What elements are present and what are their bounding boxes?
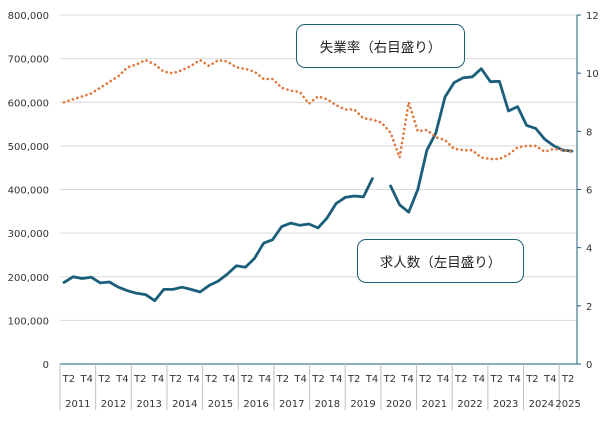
x-quarter-label: T2 <box>383 374 396 385</box>
series-line-unemployment <box>62 58 574 161</box>
gridlines <box>60 14 577 321</box>
x-quarter-label: T4 <box>186 374 199 385</box>
left-tick-label: 700,000 <box>8 55 49 66</box>
x-year-label: 2015 <box>208 399 233 410</box>
series-line-job_openings <box>389 67 574 214</box>
x-year-label: 2011 <box>65 399 90 410</box>
x-quarter-label: T2 <box>454 374 467 385</box>
x-quarter-label: T2 <box>62 374 75 385</box>
x-year-label: 2017 <box>279 399 304 410</box>
x-quarter-label: T2 <box>418 374 431 385</box>
x-quarter-label: T2 <box>133 374 146 385</box>
right-tick-label: 12 <box>586 11 599 22</box>
x-year-label: 2018 <box>315 399 340 410</box>
left-tick-label: 200,000 <box>8 273 49 284</box>
x-year-label: 2025 <box>555 399 580 410</box>
x-quarter-label: T4 <box>222 374 235 385</box>
x-year-label: 2016 <box>243 399 268 410</box>
x-quarter-label: T4 <box>79 374 92 385</box>
left-tick-label: 400,000 <box>8 186 49 197</box>
left-tick-label: 600,000 <box>8 98 49 109</box>
right-tick-label: 10 <box>586 69 599 80</box>
x-quarter-labels: T2 T4 T2 T4 T2 T4 T2 T4 T2 T4 T2 T4 T2 T4 T2 T4 T2 T4 T2 T4… <box>62 374 575 385</box>
job-openings-annotation: 求人数（左目盛り） <box>357 239 524 283</box>
x-quarter-label: T2 <box>276 374 289 385</box>
x-year-label: 2013 <box>136 399 161 410</box>
x-quarter-label: T4 <box>436 374 449 385</box>
x-quarter-label: T2 <box>97 374 110 385</box>
x-quarter-label: T2 <box>561 374 574 385</box>
x-quarter-label: T4 <box>400 374 413 385</box>
x-axis-dividers <box>59 364 560 410</box>
left-tick-label: 800,000 <box>8 11 49 22</box>
right-tick-label: 4 <box>586 244 592 255</box>
x-quarter-label: T4 <box>472 374 485 385</box>
x-year-label: 2012 <box>101 399 126 410</box>
x-quarter-label: T4 <box>258 374 271 385</box>
x-quarter-label: T4 <box>329 374 342 385</box>
left-tick-label: 0 <box>43 360 49 371</box>
x-quarter-label: T2 <box>490 374 503 385</box>
x-year-label: 2022 <box>457 399 482 410</box>
x-quarter-label: T4 <box>543 374 556 385</box>
series-line-job_openings <box>62 177 374 303</box>
series-layer <box>62 58 574 303</box>
x-quarter-label: T4 <box>293 374 306 385</box>
x-quarter-label: T4 <box>507 374 520 385</box>
x-year-label: 2021 <box>422 399 447 410</box>
right-tick-label: 2 <box>586 302 592 313</box>
x-quarter-label: T2 <box>525 374 538 385</box>
right-axis-ticks: 0 2 4 6 8 10 12 <box>577 11 599 371</box>
left-tick-label: 500,000 <box>8 142 49 153</box>
left-tick-label: 100,000 <box>8 316 49 327</box>
x-quarter-label: T4 <box>365 374 378 385</box>
unemployment-annotation: 失業率（右目盛り） <box>296 24 465 68</box>
x-year-label: 2020 <box>386 399 411 410</box>
right-tick-label: 8 <box>586 127 592 138</box>
x-year-label: 2014 <box>172 399 197 410</box>
left-axis-ticks: 0 100,000 200,000 300,000 400,000 500,000 600,… <box>8 11 49 371</box>
x-quarter-label: T2 <box>311 374 324 385</box>
x-year-label: 2023 <box>493 399 518 410</box>
x-year-label: 2019 <box>350 399 375 410</box>
x-quarter-label: T2 <box>240 374 253 385</box>
x-quarter-label: T4 <box>151 374 164 385</box>
x-quarter-label: T2 <box>204 374 217 385</box>
x-quarter-label: T4 <box>115 374 128 385</box>
right-tick-label: 6 <box>586 186 592 197</box>
left-tick-label: 300,000 <box>8 229 49 240</box>
x-year-labels: 2011 2012 2013 2014 2015 2016 2017 2018 2019 2020… <box>65 399 581 410</box>
x-year-label: 2024 <box>529 399 554 410</box>
x-quarter-label: T2 <box>169 374 182 385</box>
x-quarter-label: T2 <box>347 374 360 385</box>
right-tick-label: 0 <box>586 360 592 371</box>
